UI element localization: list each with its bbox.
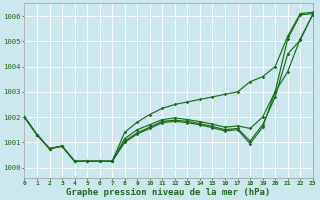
X-axis label: Graphe pression niveau de la mer (hPa): Graphe pression niveau de la mer (hPa) xyxy=(67,188,271,197)
